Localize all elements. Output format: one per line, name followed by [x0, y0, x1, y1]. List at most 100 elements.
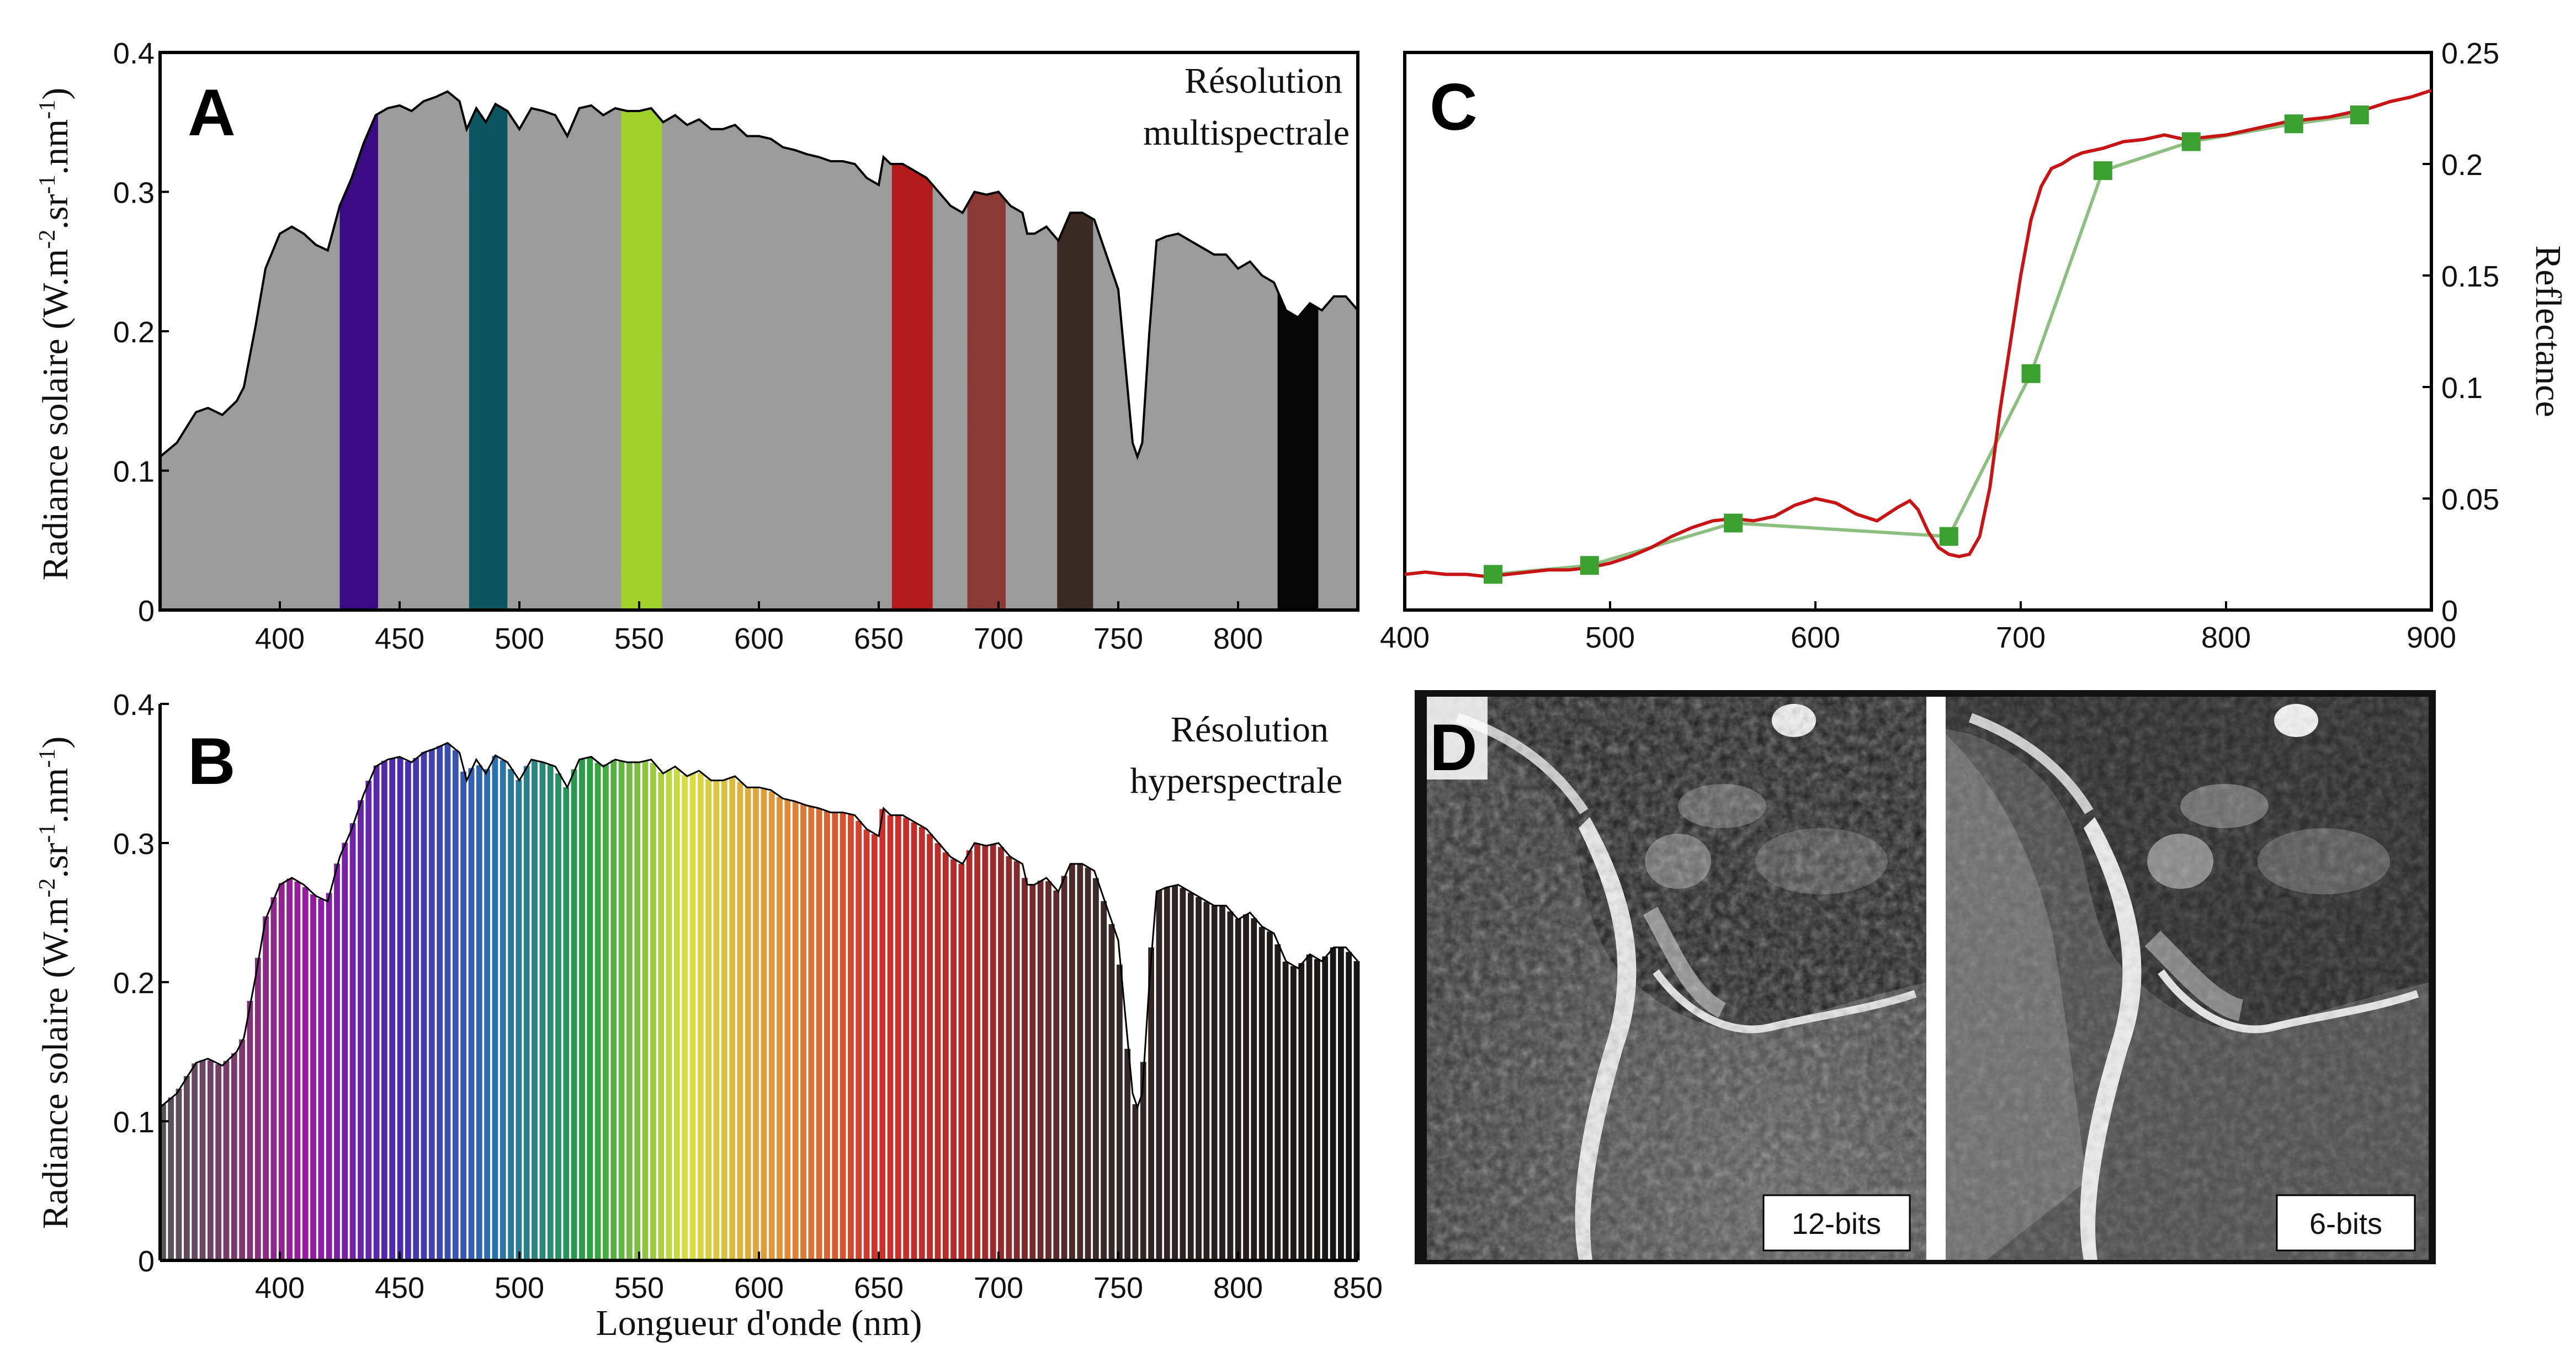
spectral-band-bar: [373, 765, 380, 1260]
spectral-band-bar: [532, 760, 538, 1260]
spectral-band-bar: [254, 957, 261, 1260]
spectral-band-bar: [1013, 861, 1020, 1260]
spectral-band-bar: [768, 791, 775, 1260]
spectral-band-bar: [452, 750, 459, 1260]
spectral-band-bar: [990, 844, 996, 1260]
panel-a-label-line2: multispectrale: [1143, 113, 1350, 153]
spectral-band-bar: [223, 1061, 230, 1260]
spectral-band-bar: [1187, 892, 1194, 1260]
spectral-band-bar: [887, 815, 894, 1260]
spectral-band-bar: [1219, 905, 1225, 1260]
spectral-band-bar: [516, 780, 522, 1260]
spectral-band-bar: [460, 771, 466, 1260]
panel-b-x-axis-title: Longueur d'onde (nm): [596, 1303, 922, 1343]
spectral-band-bar: [326, 893, 332, 1260]
spectral-band-bar: [500, 760, 506, 1260]
spectral-band-bar: [270, 897, 277, 1260]
spectral-band-bar: [658, 772, 665, 1260]
spectral-band-bar: [160, 1104, 166, 1260]
panel-a-letter: A: [188, 76, 236, 150]
spectral-band-bar: [784, 799, 791, 1260]
spectral-band-bar: [618, 761, 625, 1260]
spectral-band-bar: [832, 812, 838, 1260]
spectral-band-bar: [729, 777, 735, 1260]
spectral-band-bar: [192, 1063, 198, 1260]
x-tick-label: 700: [974, 622, 1023, 655]
spectral-band-bar: [1077, 863, 1083, 1260]
sampled-point-marker: [1939, 527, 1958, 546]
spectral-band-bar: [1093, 878, 1099, 1260]
spectral-band-bar: [484, 769, 490, 1260]
spectral-band-bar: [587, 756, 593, 1260]
panel-d-label-12bit: 12-bits: [1792, 1207, 1881, 1241]
y-tick-label: 0.05: [2441, 483, 2499, 516]
y-tick-label: 0.2: [2441, 149, 2483, 182]
spectral-band-bar: [1243, 914, 1249, 1260]
spectral-band-bar: [381, 761, 387, 1260]
spectral-band-bar: [1124, 1048, 1131, 1260]
continuous-reflectance-line: [1404, 88, 2432, 579]
ylabel-exponent: -1: [35, 824, 60, 843]
y-tick-label: 0: [138, 1245, 155, 1278]
spectral-band-bar: [1164, 887, 1170, 1260]
sampled-point-marker: [2181, 132, 2201, 151]
panel-b-hyperspectral-chart: 400 450 500 550 600 650 700 750 800 850 0 0.1 0.2 0.3…: [35, 688, 1383, 1343]
spectral-band-bar: [1140, 1062, 1146, 1260]
spectral-band-bar: [239, 1039, 245, 1260]
spectral-band-bar: [1274, 944, 1281, 1260]
panel-d-image-6bit: [1946, 697, 2429, 1260]
spectral-band-bar: [1290, 966, 1297, 1260]
spectral-band-bar: [294, 881, 301, 1260]
spectral-band-bar: [626, 762, 633, 1260]
spectral-band-bar: [168, 1098, 174, 1260]
spectral-band-bar: [334, 863, 340, 1260]
x-tick-label: 650: [854, 622, 904, 655]
spectral-band-bar: [761, 788, 767, 1260]
ylabel-exponent: -1: [35, 749, 60, 768]
spectral-band-bar: [365, 781, 372, 1260]
ylabel-part: ): [35, 736, 76, 749]
panel-d-letter-bg: [1427, 697, 1488, 780]
spectral-band-bar: [927, 834, 933, 1260]
x-tick-label: 800: [1213, 622, 1263, 655]
spectral-band-bar: [1258, 927, 1265, 1260]
spectral-band-bar: [1338, 947, 1344, 1260]
panel-c-plot-area: [1404, 88, 2432, 584]
spectral-band-bar: [982, 845, 989, 1260]
spectral-band-bar: [1172, 885, 1178, 1260]
spectral-band-bar: [231, 1053, 237, 1260]
y-tick-label: 0.15: [2441, 260, 2499, 293]
x-tick-label: 800: [2201, 621, 2251, 654]
spectral-band: [339, 114, 378, 611]
spectral-band-bar: [713, 780, 720, 1260]
spectral-band-bar: [318, 899, 325, 1260]
spectral-band-bar: [405, 761, 411, 1260]
spectral-band-bar: [476, 765, 482, 1260]
spectral-band-bar: [302, 887, 309, 1260]
spectral-band-bar: [792, 802, 799, 1260]
spectral-band-bar: [1267, 931, 1273, 1260]
spectral-band: [469, 104, 508, 610]
x-tick-label: 550: [614, 622, 664, 655]
spectral-band: [1057, 213, 1093, 610]
y-tick-label: 0.4: [113, 37, 155, 70]
spectral-band-bar: [689, 773, 696, 1260]
spectral-band-bar: [508, 769, 514, 1260]
spectral-band-bar: [594, 762, 601, 1260]
x-tick-label: 850: [1333, 1271, 1383, 1305]
spectral-band-bar: [1053, 890, 1060, 1260]
spectral-band-bar: [1117, 964, 1123, 1260]
spectral-band-bar: [571, 769, 577, 1260]
spectral-band-bar: [1227, 911, 1234, 1260]
panel-d-image-12bit: [1427, 697, 1926, 1260]
spectrum-line: [160, 741, 1359, 1110]
spectral-band-bar: [1282, 961, 1289, 1260]
sampled-point-marker: [1483, 565, 1502, 584]
spectral-band-bar: [199, 1060, 206, 1260]
spectral-band-bar: [737, 782, 743, 1260]
spectral-band-bar: [824, 811, 830, 1260]
ylabel-exponent: -1: [35, 100, 60, 119]
spectral-band-bar: [840, 813, 846, 1260]
spectral-band-bar: [437, 746, 443, 1260]
